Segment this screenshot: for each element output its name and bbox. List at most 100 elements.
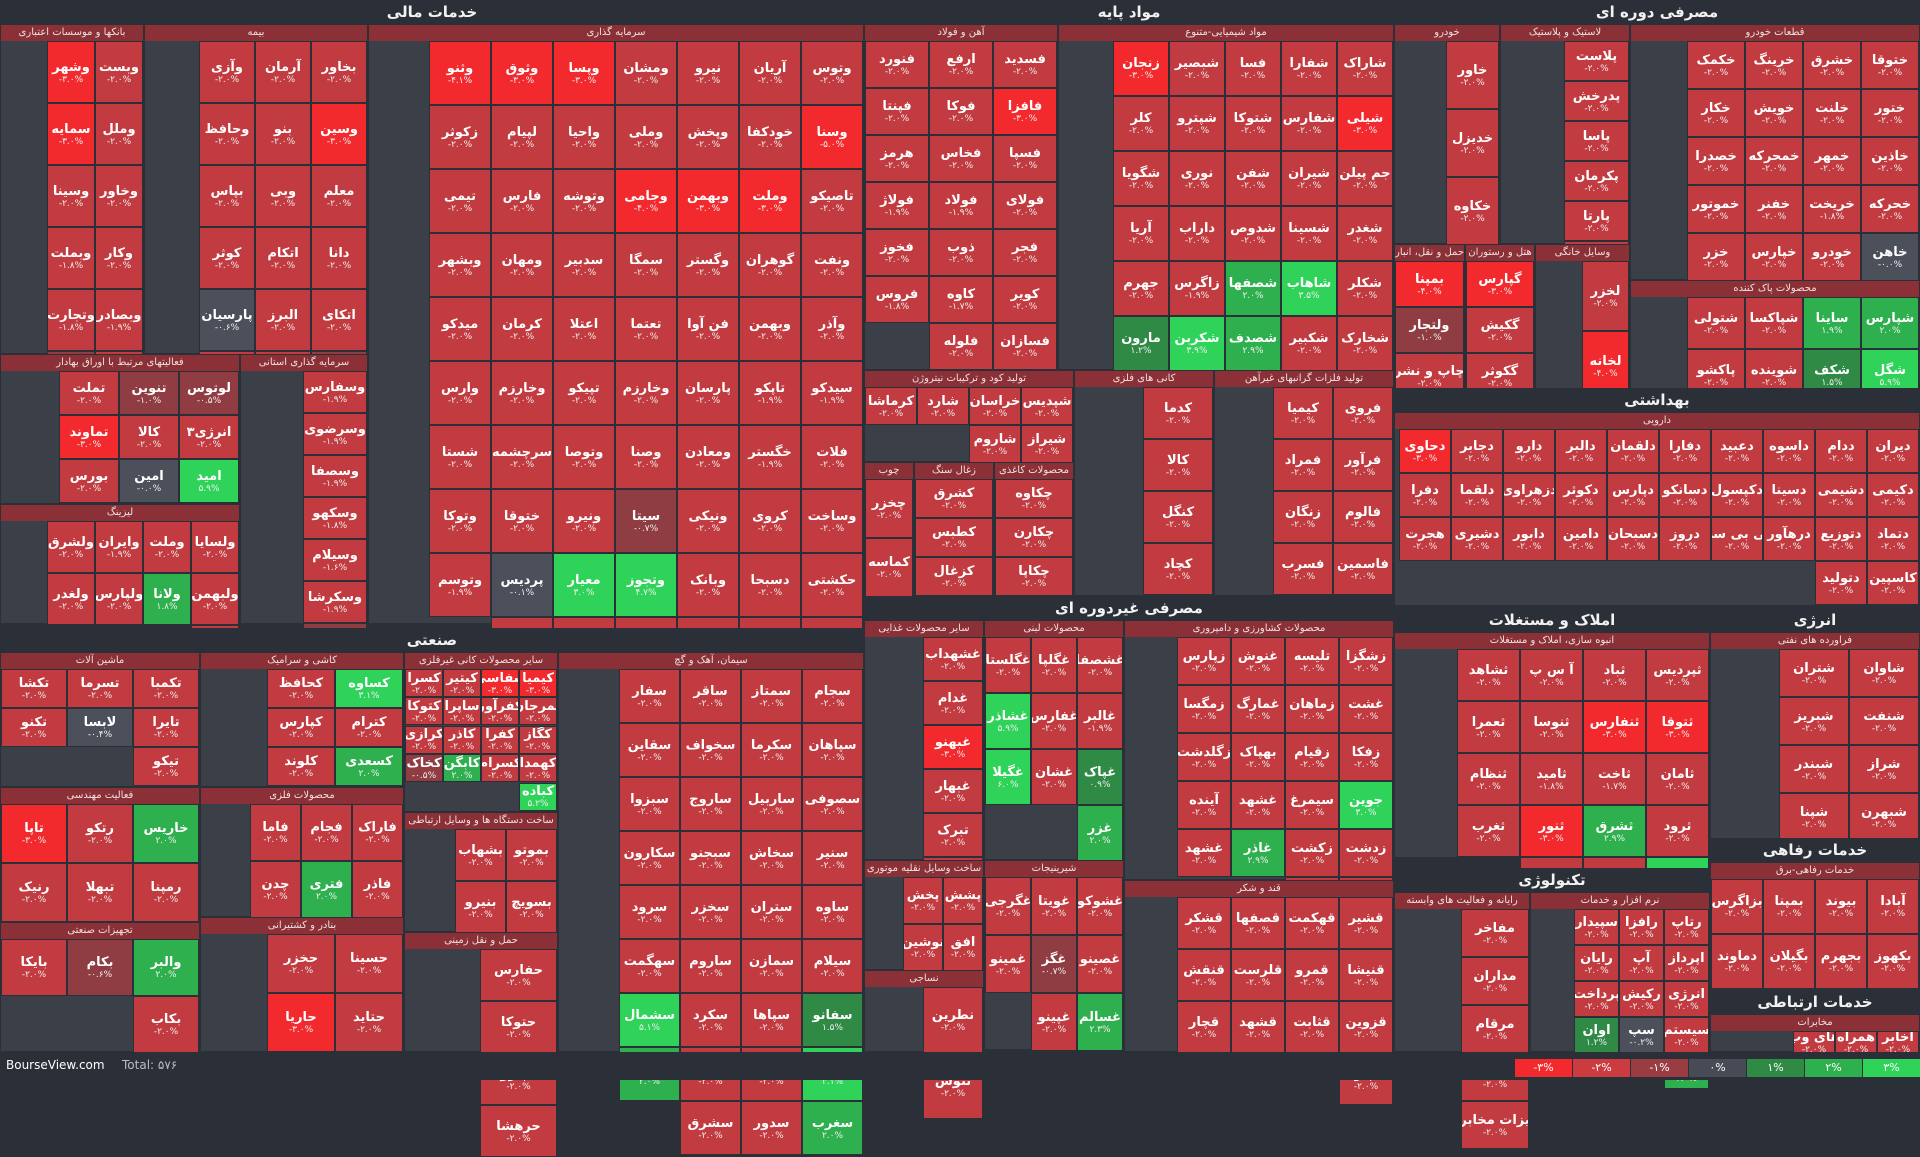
stock-tile[interactable]: دابور -۲.۰% bbox=[1503, 517, 1555, 561]
stock-tile[interactable]: سقاین -۲.۰% bbox=[619, 723, 680, 777]
industry-title[interactable]: فراورده های نفتی bbox=[1711, 633, 1919, 649]
stock-tile[interactable]: تکمبا -۲.۰% bbox=[133, 669, 199, 708]
stock-tile[interactable]: وخارزم -۲.۰% bbox=[615, 361, 677, 425]
stock-tile[interactable]: ثتوقا -۳.۰% bbox=[1646, 701, 1709, 753]
stock-tile[interactable]: هرمز -۲.۰% bbox=[865, 135, 929, 182]
stock-tile[interactable]: شبندر -۲.۰% bbox=[1779, 745, 1849, 793]
stock-tile[interactable]: بایکا -۲.۰% bbox=[1, 939, 67, 996]
stock-tile[interactable]: گپارس -۳.۰% bbox=[1466, 261, 1534, 307]
stock-tile[interactable]: غسالم ۲.۳% bbox=[1077, 993, 1123, 1051]
stock-tile[interactable]: وبانک -۲.۰% bbox=[677, 553, 739, 617]
stock-tile[interactable]: غگرجی -۲.۰% bbox=[985, 877, 1031, 935]
stock-tile[interactable]: کالا -۲.۰% bbox=[119, 415, 179, 459]
stock-tile[interactable]: ونیکی -۲.۰% bbox=[677, 489, 739, 553]
stock-tile[interactable]: ذوب -۲.۰% bbox=[929, 229, 993, 276]
stock-tile[interactable]: زگلدشت -۲.۰% bbox=[1177, 733, 1231, 781]
stock-tile[interactable]: دسینا -۲.۰% bbox=[1763, 473, 1815, 517]
stock-tile[interactable]: شپدیس -۲.۰% bbox=[1021, 387, 1073, 425]
brand-text[interactable]: BourseView.com bbox=[6, 1058, 105, 1072]
stock-tile[interactable]: ثنفارس -۳.۰% bbox=[1583, 701, 1646, 753]
stock-tile[interactable]: شدوص -۲.۰% bbox=[1225, 206, 1281, 261]
stock-tile[interactable]: بخاور -۲.۰% bbox=[311, 41, 367, 103]
stock-tile[interactable]: وپخش -۲.۰% bbox=[677, 105, 739, 169]
stock-tile[interactable]: رنیک -۲.۰% bbox=[1, 863, 67, 922]
stock-tile[interactable]: مرقام -۲.۰% bbox=[1461, 1005, 1529, 1053]
stock-tile[interactable]: زاگرس -۱.۹% bbox=[1169, 261, 1225, 316]
stock-tile[interactable]: دفرا -۲.۰% bbox=[1399, 473, 1451, 517]
stock-tile[interactable]: ونیرو -۲.۰% bbox=[553, 489, 615, 553]
stock-tile[interactable]: شخارک -۲.۰% bbox=[1337, 316, 1393, 371]
stock-tile[interactable]: غویتا -۲.۰% bbox=[1031, 877, 1077, 935]
stock-tile[interactable]: داراب -۲.۰% bbox=[1169, 206, 1225, 261]
stock-tile[interactable]: فسازان -۲.۰% bbox=[993, 323, 1057, 370]
stock-tile[interactable]: بنو -۲.۰% bbox=[255, 103, 311, 165]
stock-tile[interactable]: ختور -۲.۰% bbox=[1861, 89, 1919, 137]
stock-tile[interactable]: البرز -۲.۰% bbox=[255, 289, 311, 351]
stock-tile[interactable]: افق -۲.۰% bbox=[943, 924, 983, 971]
stock-tile[interactable]: زنجان -۳.۰% bbox=[1113, 41, 1169, 96]
stock-tile[interactable]: وبست -۲.۰% bbox=[95, 41, 143, 103]
stock-tile[interactable]: تبهلا -۲.۰% bbox=[67, 863, 133, 922]
stock-tile[interactable]: غشت -۲.۰% bbox=[1339, 685, 1393, 733]
stock-tile[interactable]: خدیزل -۲.۰% bbox=[1446, 109, 1499, 177]
stock-tile[interactable]: کطبس -۲.۰% bbox=[915, 518, 993, 557]
stock-tile[interactable]: بمپنا -۲.۰% bbox=[1763, 879, 1815, 934]
stock-tile[interactable]: وثوق -۳.۰% bbox=[491, 41, 553, 105]
stock-tile[interactable]: وتوکا -۲.۰% bbox=[429, 489, 491, 553]
stock-tile[interactable]: زکشت -۲.۰% bbox=[1285, 829, 1339, 877]
stock-tile[interactable]: ثامید -۱.۸% bbox=[1520, 753, 1583, 805]
stock-tile[interactable]: شکبیر -۲.۰% bbox=[1281, 316, 1337, 371]
stock-tile[interactable]: شفارس -۲.۰% bbox=[1281, 96, 1337, 151]
stock-tile[interactable]: اتکام -۲.۰% bbox=[255, 227, 311, 289]
stock-tile[interactable]: معیار ۳.۰% bbox=[553, 553, 615, 617]
stock-tile[interactable]: ختوقا -۲.۰% bbox=[1861, 41, 1919, 89]
stock-tile[interactable]: فنورد -۲.۰% bbox=[865, 41, 929, 88]
stock-tile[interactable]: ولبهمن -۲.۰% bbox=[191, 573, 239, 625]
stock-tile[interactable]: غزر ۲.۰% bbox=[1077, 805, 1123, 861]
stock-tile[interactable]: آبادا -۲.۰% bbox=[1867, 879, 1919, 934]
stock-tile[interactable]: غفارس -۲.۰% bbox=[1031, 693, 1077, 749]
stock-tile[interactable]: سخاش -۲.۰% bbox=[741, 831, 802, 885]
stock-tile[interactable]: نوری -۲.۰% bbox=[1169, 151, 1225, 206]
stock-tile[interactable]: فروی -۲.۰% bbox=[1333, 387, 1393, 439]
stock-tile[interactable]: خاهن -۰.۰% bbox=[1861, 233, 1919, 281]
stock-tile[interactable]: بسویچ -۲.۰% bbox=[506, 881, 557, 933]
stock-tile[interactable]: پارتا -۲.۰% bbox=[1564, 201, 1629, 241]
stock-tile[interactable]: دشیمی -۲.۰% bbox=[1815, 473, 1867, 517]
stock-tile[interactable]: وسرضوی -۱.۹% bbox=[303, 413, 367, 455]
stock-tile[interactable]: شسینا -۲.۰% bbox=[1281, 206, 1337, 261]
stock-tile[interactable]: کاوه -۱.۷% bbox=[929, 276, 993, 323]
stock-tile[interactable]: دامین -۲.۰% bbox=[1555, 517, 1607, 561]
stock-tile[interactable]: فلوله -۲.۰% bbox=[929, 323, 993, 370]
stock-tile[interactable]: دلقما -۲.۰% bbox=[1451, 473, 1503, 517]
stock-tile[interactable]: فسا -۲.۰% bbox=[1225, 41, 1281, 96]
stock-tile[interactable]: زقیام -۲.۰% bbox=[1285, 733, 1339, 781]
sector-title[interactable]: صنعتی bbox=[406, 631, 458, 649]
stock-tile[interactable]: وخاور -۲.۰% bbox=[95, 165, 143, 227]
stock-tile[interactable]: پدرخش -۲.۰% bbox=[1564, 81, 1629, 121]
stock-tile[interactable]: فولاژ -۱.۹% bbox=[865, 182, 929, 229]
stock-tile[interactable]: چکاوه -۲.۰% bbox=[995, 479, 1073, 518]
stock-tile[interactable]: سنیر -۲.۰% bbox=[802, 831, 863, 885]
stock-tile[interactable]: مفاخر -۲.۰% bbox=[1461, 909, 1529, 957]
stock-tile[interactable]: آ س پ -۲.۰% bbox=[1520, 649, 1583, 701]
stock-tile[interactable]: خکمک -۲.۰% bbox=[1687, 41, 1745, 89]
stock-tile[interactable]: کسرا -۲.۰% bbox=[405, 669, 443, 697]
stock-tile[interactable]: کرماشا -۲.۰% bbox=[865, 387, 917, 425]
stock-tile[interactable]: ساینا ۱.۹% bbox=[1803, 297, 1861, 349]
stock-tile[interactable]: دیران -۲.۰% bbox=[1867, 429, 1919, 473]
stock-tile[interactable]: تکنو -۲.۰% bbox=[1, 708, 67, 747]
stock-tile[interactable]: گکیش -۲.۰% bbox=[1466, 307, 1534, 353]
stock-tile[interactable]: ثنوسا -۲.۰% bbox=[1520, 701, 1583, 753]
stock-tile[interactable]: زماهان -۲.۰% bbox=[1285, 685, 1339, 733]
stock-tile[interactable]: نوشین -۲.۰% bbox=[903, 924, 943, 971]
stock-tile[interactable]: تسرما -۲.۰% bbox=[67, 669, 133, 708]
stock-tile[interactable]: فسدید -۲.۰% bbox=[993, 41, 1057, 88]
stock-tile[interactable]: ستران -۲.۰% bbox=[741, 885, 802, 939]
stock-tile[interactable]: ولپارس -۲.۰% bbox=[95, 573, 143, 625]
stock-tile[interactable]: سخزر-۲.۰% bbox=[680, 885, 741, 939]
stock-tile[interactable]: کفرآور-۲.۰% bbox=[481, 697, 519, 726]
industry-title[interactable]: لاستیک و پلاستیک bbox=[1501, 25, 1629, 41]
stock-tile[interactable]: وتوس -۲.۰% bbox=[801, 41, 863, 105]
stock-tile[interactable]: کالا -۲.۰% bbox=[1143, 439, 1213, 491]
